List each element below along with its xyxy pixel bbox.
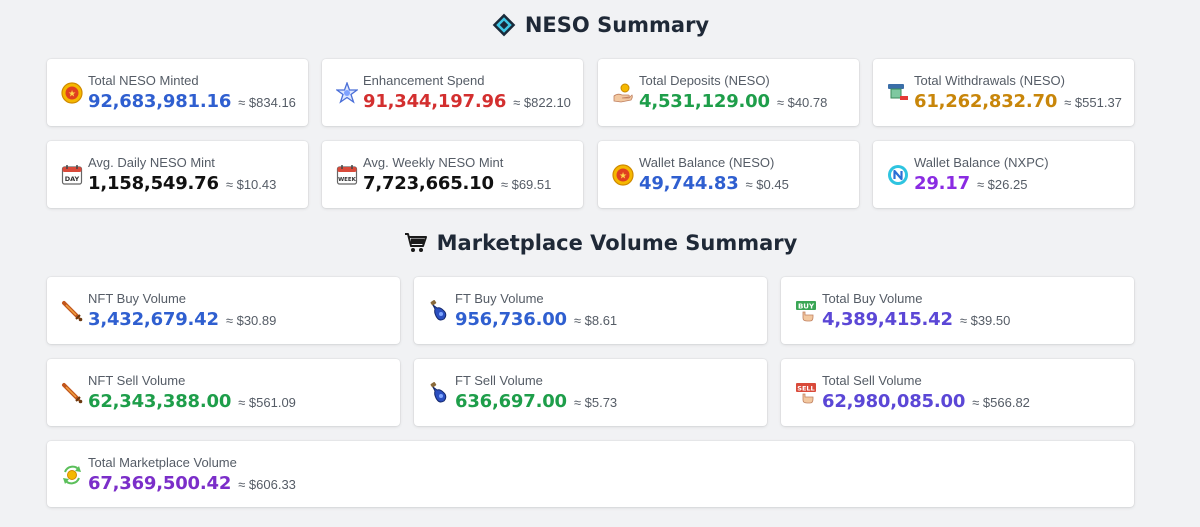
card-label: Enhancement Spend xyxy=(363,73,485,88)
card-value: 636,697.00 xyxy=(455,391,567,412)
card-label: Wallet Balance (NESO) xyxy=(639,155,775,170)
card-value: 62,980,085.00 xyxy=(822,391,966,412)
section-title: Marketplace Volume Summary xyxy=(436,231,798,255)
card-usd-value: ≈ $0.45 xyxy=(745,177,789,192)
card-usd-value: ≈ $551.37 xyxy=(1064,95,1122,110)
card-usd-value: ≈ $5.73 xyxy=(573,395,618,410)
neso-coin-icon: ★ xyxy=(60,81,84,105)
card-value: 4,389,415.42 xyxy=(822,309,953,330)
card-usd-value: ≈ $606.33 xyxy=(238,477,296,492)
card-usd-value: ≈ $834.16 xyxy=(238,95,296,110)
card-usd-value: ≈ $8.61 xyxy=(573,313,618,328)
svg-text:★: ★ xyxy=(619,172,627,182)
card-value: 4,531,129.00 xyxy=(639,91,770,112)
sell-sign-icon: SELL xyxy=(794,381,818,405)
card-usd-value: ≈ $39.50 xyxy=(959,313,1011,328)
deposit-hand-icon xyxy=(611,81,635,105)
wallet-balance-neso-card: ★ Wallet Balance (NESO) 49,744.83 ≈ $0.45 xyxy=(598,141,859,208)
card-label: FT Buy Volume xyxy=(455,291,544,306)
enhancement-star-icon xyxy=(335,81,359,105)
card-usd-value: ≈ $30.89 xyxy=(225,313,277,328)
neso-coin-icon: ★ xyxy=(611,163,635,187)
wallet-balance-nxpc-card: Wallet Balance (NXPC) 29.17 ≈ $26.25 xyxy=(873,141,1134,208)
card-label: Avg. Weekly NESO Mint xyxy=(363,155,504,170)
card-usd-value: ≈ $10.43 xyxy=(225,177,277,192)
total-withdrawals-card: Total Withdrawals (NESO) 61,262,832.70 ≈ … xyxy=(873,59,1134,126)
card-value: 1,158,549.76 xyxy=(88,173,219,194)
card-label: Total Deposits (NESO) xyxy=(639,73,770,88)
card-label: Total Sell Volume xyxy=(822,373,922,388)
nft-sell-volume-card: NFT Sell Volume 62,343,388.00 ≈ $561.09 xyxy=(47,359,400,426)
total-deposits-card: Total Deposits (NESO) 4,531,129.00 ≈ $40.… xyxy=(598,59,859,126)
card-label: FT Sell Volume xyxy=(455,373,543,388)
card-label: Total Marketplace Volume xyxy=(88,455,237,470)
sword-icon xyxy=(60,381,84,405)
card-usd-value: ≈ $26.25 xyxy=(976,177,1028,192)
card-value: 67,369,500.42 xyxy=(88,473,232,494)
card-value: 3,432,679.42 xyxy=(88,309,219,330)
card-label: Total NESO Minted xyxy=(88,73,199,88)
card-value: 92,683,981.16 xyxy=(88,91,232,112)
total-marketplace-volume-card: Total Marketplace Volume 67,369,500.42 ≈ … xyxy=(47,441,1134,507)
page-title: NESO Summary xyxy=(524,13,710,37)
buy-sign-icon: BUY xyxy=(794,299,818,323)
svg-text:SELL: SELL xyxy=(797,385,814,393)
total-sell-volume-card: SELL Total Sell Volume 62,980,085.00 ≈ $5… xyxy=(781,359,1134,426)
card-usd-value: ≈ $69.51 xyxy=(500,177,552,192)
card-value: 956,736.00 xyxy=(455,309,567,330)
card-label: NFT Sell Volume xyxy=(88,373,186,388)
card-value: 49,744.83 xyxy=(639,173,739,194)
avg-weekly-mint-card: WEEK Avg. Weekly NESO Mint 7,723,665.10 ≈… xyxy=(322,141,583,208)
card-usd-value: ≈ $822.10 xyxy=(513,95,571,110)
calendar-week-icon: WEEK xyxy=(335,163,359,187)
card-value: 61,262,832.70 xyxy=(914,91,1058,112)
card-value: 91,344,197.96 xyxy=(363,91,507,112)
shopping-cart-icon xyxy=(403,230,429,256)
calendar-day-icon: DAY xyxy=(60,163,84,187)
card-label: Wallet Balance (NXPC) xyxy=(914,155,1049,170)
avg-daily-mint-card: DAY Avg. Daily NESO Mint 1,158,549.76 ≈ $… xyxy=(47,141,308,208)
ft-sell-volume-card: FT Sell Volume 636,697.00 ≈ $5.73 xyxy=(414,359,767,426)
svg-text:BUY: BUY xyxy=(798,303,815,311)
nxpc-coin-icon xyxy=(886,163,910,187)
withdraw-machine-icon xyxy=(886,81,910,105)
svg-text:★: ★ xyxy=(68,90,76,100)
card-value: 7,723,665.10 xyxy=(363,173,494,194)
enhancement-spend-card: Enhancement Spend 91,344,197.96 ≈ $822.10 xyxy=(322,59,583,126)
card-usd-value: ≈ $561.09 xyxy=(238,395,296,410)
card-label: Total Buy Volume xyxy=(822,291,923,306)
card-value: 62,343,388.00 xyxy=(88,391,232,412)
sword-icon xyxy=(60,299,84,323)
exchange-coin-icon xyxy=(60,463,84,487)
nft-buy-volume-card: NFT Buy Volume 3,432,679.42 ≈ $30.89 xyxy=(47,277,400,344)
card-label: Total Withdrawals (NESO) xyxy=(914,73,1065,88)
ft-buy-volume-card: FT Buy Volume 956,736.00 ≈ $8.61 xyxy=(414,277,767,344)
svg-text:WEEK: WEEK xyxy=(338,177,357,183)
total-neso-minted-card: ★ Total NESO Minted 92,683,981.16 ≈ $834.… xyxy=(47,59,308,126)
card-usd-value: ≈ $40.78 xyxy=(776,95,828,110)
total-buy-volume-card: BUY Total Buy Volume 4,389,415.42 ≈ $39.5… xyxy=(781,277,1134,344)
card-usd-value: ≈ $566.82 xyxy=(972,395,1030,410)
card-value: 29.17 xyxy=(914,173,970,194)
potion-icon xyxy=(427,381,451,405)
neso-diamond-icon xyxy=(491,12,517,38)
svg-text:DAY: DAY xyxy=(65,175,80,183)
potion-icon xyxy=(427,299,451,323)
neso-summary-heading: NESO Summary xyxy=(0,10,1200,40)
card-label: NFT Buy Volume xyxy=(88,291,187,306)
marketplace-summary-heading: Marketplace Volume Summary xyxy=(0,228,1200,258)
card-label: Avg. Daily NESO Mint xyxy=(88,155,215,170)
